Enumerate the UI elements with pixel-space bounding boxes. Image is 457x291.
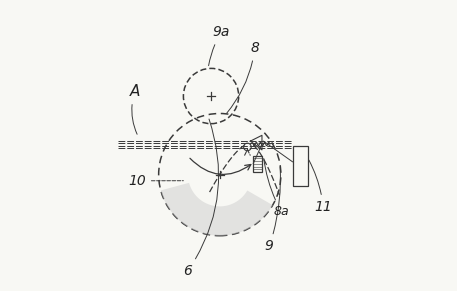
Text: 9: 9 bbox=[265, 167, 281, 253]
Text: 11: 11 bbox=[309, 160, 332, 214]
Bar bbox=[292, 146, 308, 186]
Text: A: A bbox=[130, 84, 140, 134]
Polygon shape bbox=[161, 183, 273, 236]
Text: 6: 6 bbox=[183, 119, 218, 278]
Text: 10: 10 bbox=[128, 174, 183, 188]
Bar bbox=[253, 156, 262, 172]
Text: 8: 8 bbox=[227, 41, 259, 113]
Text: 9a: 9a bbox=[208, 25, 230, 66]
Text: 8a: 8a bbox=[264, 158, 289, 218]
